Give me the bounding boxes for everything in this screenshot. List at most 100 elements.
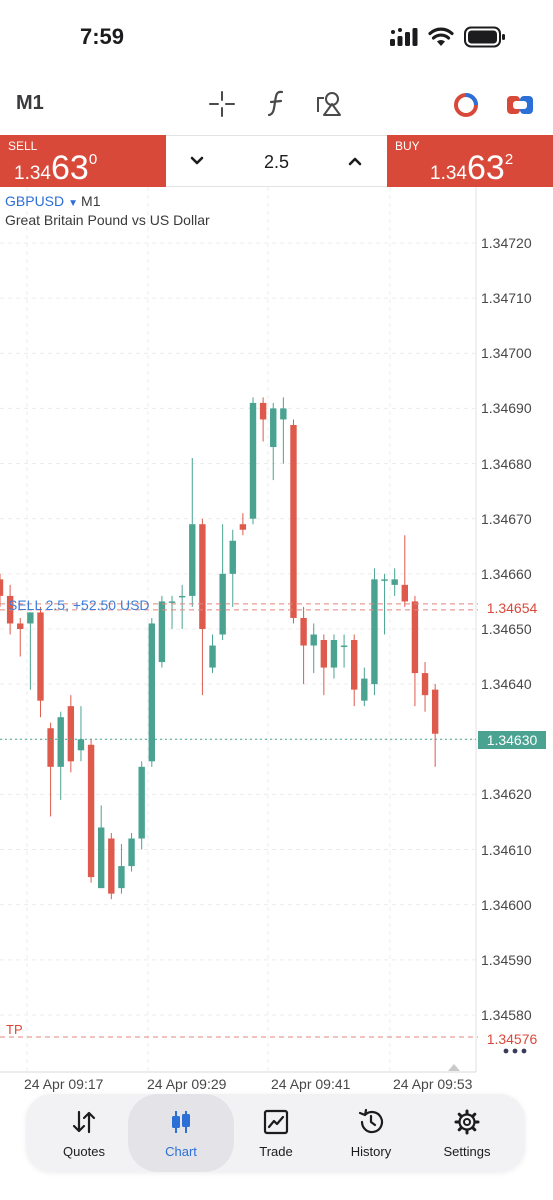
buy-label: BUY (395, 139, 420, 153)
more-dots-icon[interactable] (501, 1046, 529, 1056)
candle (108, 838, 115, 894)
candle (391, 579, 398, 585)
lot-increase-button[interactable] (346, 152, 364, 170)
trade-panel-icon[interactable] (505, 92, 535, 118)
candle (27, 612, 34, 624)
status-time: 7:59 (80, 24, 125, 49)
candle (320, 640, 328, 668)
candle (47, 728, 54, 767)
nav-history-label: History (350, 1144, 392, 1159)
candle (270, 408, 277, 448)
nav-settings[interactable]: Settings (419, 1094, 515, 1172)
time-tick-label: 24 Apr 09:53 (393, 1076, 473, 1092)
candle (421, 673, 429, 696)
candle (249, 402, 257, 519)
objects-icon[interactable] (314, 88, 344, 120)
sell-price: 1.34630 (14, 149, 98, 187)
nav-trade-label: Trade (259, 1144, 293, 1159)
sell-button[interactable]: SELL 1.34630 (0, 135, 166, 187)
candle (138, 766, 145, 839)
buy-button[interactable]: BUY 1.34632 (387, 135, 553, 187)
price-tick-label: 1.34610 (481, 841, 532, 858)
chart-timeframe: M1 (81, 193, 101, 209)
take-profit-price-tag: 1.34576 (478, 1030, 546, 1048)
gear-icon (454, 1109, 480, 1135)
lot-decrease-button[interactable] (188, 152, 206, 170)
one-click-trading-icon[interactable] (452, 91, 480, 119)
nav-history[interactable]: History (323, 1094, 419, 1172)
price-tick-label: 1.34670 (481, 510, 532, 527)
lot-value[interactable]: 2.5 (263, 152, 290, 172)
candle (17, 623, 24, 629)
candle (67, 706, 75, 762)
nav-quotes[interactable]: Quotes (36, 1094, 132, 1172)
signal-icon (390, 28, 418, 46)
time-tick-label: 24 Apr 09:29 (147, 1076, 227, 1092)
scroll-end-icon[interactable] (446, 1061, 462, 1073)
lot-selector: 2.5 (166, 135, 387, 187)
candle (300, 617, 307, 646)
crosshair-icon[interactable] (208, 90, 236, 118)
price-tick-label: 1.34700 (481, 345, 532, 362)
candle (128, 838, 135, 867)
candle (229, 540, 236, 574)
price-tick-label: 1.34710 (481, 290, 532, 307)
candle (219, 573, 226, 635)
candle (118, 866, 125, 889)
sell-label: SELL (8, 139, 38, 153)
candle (239, 524, 247, 530)
nav-quotes-label: Quotes (63, 1144, 105, 1159)
candle (310, 634, 317, 646)
candle (37, 612, 44, 701)
current-price-tag: 1.34630 (478, 731, 546, 749)
wifi-icon (428, 27, 454, 46)
candle (330, 640, 338, 668)
price-tick-label: 1.34650 (481, 620, 532, 637)
candle (371, 579, 378, 685)
price-chart[interactable] (0, 187, 553, 1094)
bottom-navigation: Quotes Chart Trade History (26, 1094, 525, 1172)
candle (411, 601, 419, 674)
take-profit-label[interactable]: TP (6, 1022, 23, 1037)
candle (209, 645, 216, 668)
price-tick-label: 1.34680 (481, 455, 532, 472)
battery-icon (464, 26, 505, 48)
price-tick-label: 1.34640 (481, 676, 532, 693)
candle (189, 524, 196, 596)
candle (401, 584, 408, 602)
buy-price: 1.34632 (430, 149, 514, 187)
candle (259, 402, 267, 420)
price-tick-label: 1.34660 (481, 565, 532, 582)
timeframe-button[interactable]: M1 (16, 92, 44, 114)
candle (158, 601, 166, 663)
time-tick-label: 24 Apr 09:41 (271, 1076, 351, 1092)
candle (280, 408, 287, 420)
price-tick-label: 1.34690 (481, 400, 532, 417)
sort-arrows-icon (72, 1110, 96, 1134)
candle (148, 623, 155, 762)
indicators-icon[interactable] (264, 88, 290, 120)
price-tick-label: 1.34600 (481, 896, 532, 913)
nav-chart[interactable]: Chart (128, 1094, 234, 1172)
candle (0, 579, 4, 596)
price-tick-label: 1.34580 (481, 1006, 532, 1023)
candle (351, 640, 358, 690)
candle (77, 739, 85, 751)
symbol-selector[interactable]: GBPUSD ▼ M1 (5, 193, 100, 209)
candle (98, 827, 105, 889)
candle (290, 424, 297, 618)
candles-icon (172, 1111, 190, 1133)
time-tick-label: 24 Apr 09:17 (24, 1076, 104, 1092)
nav-trade[interactable]: Trade (228, 1094, 324, 1172)
candle (87, 744, 95, 878)
candle (431, 689, 439, 734)
candle (340, 645, 348, 648)
candle (57, 717, 64, 767)
position-label[interactable]: SELL 2.5, +52.50 USD (8, 597, 150, 613)
nav-settings-label: Settings (443, 1144, 491, 1159)
trend-chart-icon (263, 1109, 289, 1135)
candle (361, 678, 368, 701)
candle (178, 595, 186, 598)
symbol-name: GBPUSD (5, 193, 65, 209)
candle (199, 524, 206, 629)
